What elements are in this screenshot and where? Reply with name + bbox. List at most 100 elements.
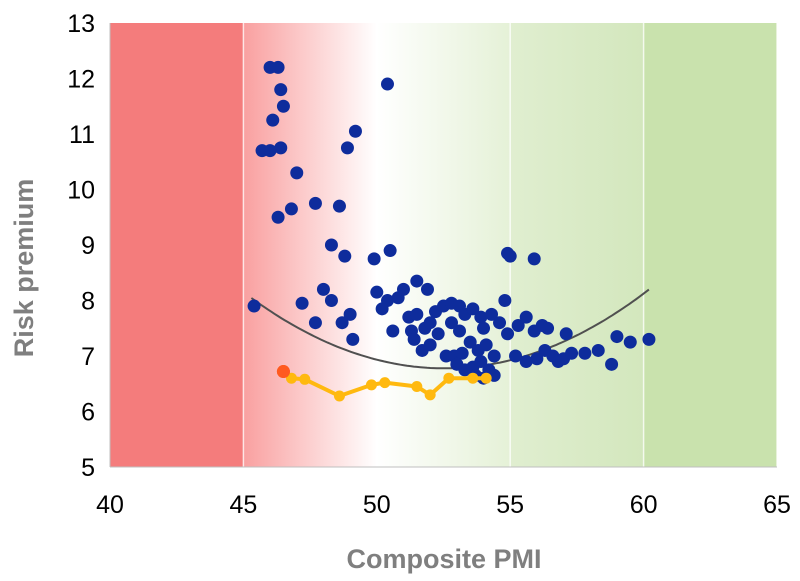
x-tick-label: 65	[763, 491, 791, 519]
scatter-point	[445, 316, 459, 330]
path-point	[480, 372, 492, 384]
highlight-point-top	[276, 365, 290, 379]
path-point	[424, 389, 436, 401]
scatter-point	[375, 302, 389, 316]
path-point	[333, 390, 345, 402]
scatter-point	[266, 113, 280, 127]
trendline	[250, 288, 650, 370]
scatter-point	[455, 346, 469, 360]
scatter-point	[290, 166, 304, 180]
scatter-point	[519, 355, 533, 369]
scatter-point	[396, 282, 410, 296]
scatter-point	[410, 307, 424, 321]
scatter-point	[407, 332, 421, 346]
y-axis-title: Risk premium	[9, 179, 39, 358]
background-zone-2	[243, 23, 377, 467]
scatter-point	[605, 357, 619, 371]
scatter-point	[565, 346, 579, 360]
scatter-point	[423, 338, 437, 352]
background-zone-1	[110, 23, 244, 467]
scatter-point	[410, 274, 424, 288]
scatter-point	[367, 252, 381, 266]
scatter-point	[541, 321, 555, 335]
scatter-point	[383, 244, 397, 258]
scatter-point	[485, 307, 499, 321]
scatter-point	[453, 324, 467, 338]
x-axis-title: Composite PMI	[346, 544, 541, 574]
scatter-point	[295, 296, 309, 310]
scatter-point	[343, 307, 357, 321]
x-tick-label: 50	[363, 491, 391, 519]
scatter-point	[591, 343, 605, 357]
path-point	[365, 379, 377, 391]
scatter-point	[463, 335, 477, 349]
scatter-point	[511, 318, 525, 332]
y-tick-label: 9	[81, 232, 95, 260]
gridlines	[109, 23, 778, 468]
scatter-point	[509, 349, 523, 363]
scatter-point	[271, 210, 285, 224]
path-point	[443, 372, 455, 384]
path-point	[285, 372, 297, 384]
y-tick-label: 11	[69, 121, 95, 149]
scatter-point	[474, 355, 488, 369]
scatter-point	[487, 349, 501, 363]
x-tick-label: 55	[496, 491, 524, 519]
axis-ticks: 40 45 50 55 60 65 5 6 7 8 9 10 11 12 13	[67, 10, 791, 519]
background-zones	[110, 23, 777, 467]
scatter-point	[308, 316, 322, 330]
scatter-point	[466, 302, 480, 316]
scatter-point	[530, 352, 544, 366]
scatter-point	[578, 346, 592, 360]
scatter-point	[380, 77, 394, 91]
scatter-point	[527, 252, 541, 266]
y-tick-label: 7	[81, 343, 95, 371]
background-zone-5	[643, 23, 777, 467]
scatter-point	[324, 238, 338, 252]
y-tick-label: 6	[81, 399, 95, 427]
plot-area	[247, 60, 656, 402]
scatter-point	[348, 124, 362, 138]
scatter-point	[559, 327, 573, 341]
scatter-point	[503, 249, 517, 263]
path-point	[411, 381, 423, 393]
path-point	[467, 372, 479, 384]
scatter-point	[386, 324, 400, 338]
scatter-point	[308, 196, 322, 210]
scatter-point	[474, 310, 488, 324]
path-line	[291, 376, 487, 398]
x-tick-label: 40	[96, 491, 124, 519]
y-tick-label: 5	[81, 454, 95, 482]
x-tick-label: 60	[630, 491, 658, 519]
scatter-point	[324, 294, 338, 307]
scatter-point	[498, 294, 512, 307]
scatter-point	[335, 316, 349, 330]
scatter-point	[338, 249, 352, 263]
path-point	[379, 377, 391, 389]
background-zone-4	[510, 23, 644, 467]
scatter-point	[479, 338, 493, 352]
scatter-point	[340, 141, 354, 155]
scatter-point	[276, 99, 290, 113]
scatter-point	[423, 316, 437, 330]
scatter-point	[431, 327, 445, 341]
background-zone-3	[376, 23, 511, 467]
scatter-point	[263, 144, 277, 158]
x-tick-label: 45	[229, 491, 257, 519]
scatter-point	[316, 282, 330, 296]
scatter-point	[420, 282, 434, 296]
scatter-point	[519, 310, 533, 324]
scatter-point	[271, 60, 285, 74]
y-tick-label: 13	[67, 10, 95, 38]
scatter-point	[332, 199, 346, 213]
scatter-point	[610, 330, 624, 344]
y-tick-label: 12	[67, 66, 95, 94]
y-tick-label: 10	[67, 177, 95, 205]
scatter-point	[247, 299, 261, 313]
scatter-point	[274, 83, 288, 97]
scatter-point	[501, 327, 515, 341]
scatter-point	[370, 285, 384, 299]
scatter-point	[623, 335, 637, 349]
path-point	[299, 373, 311, 385]
